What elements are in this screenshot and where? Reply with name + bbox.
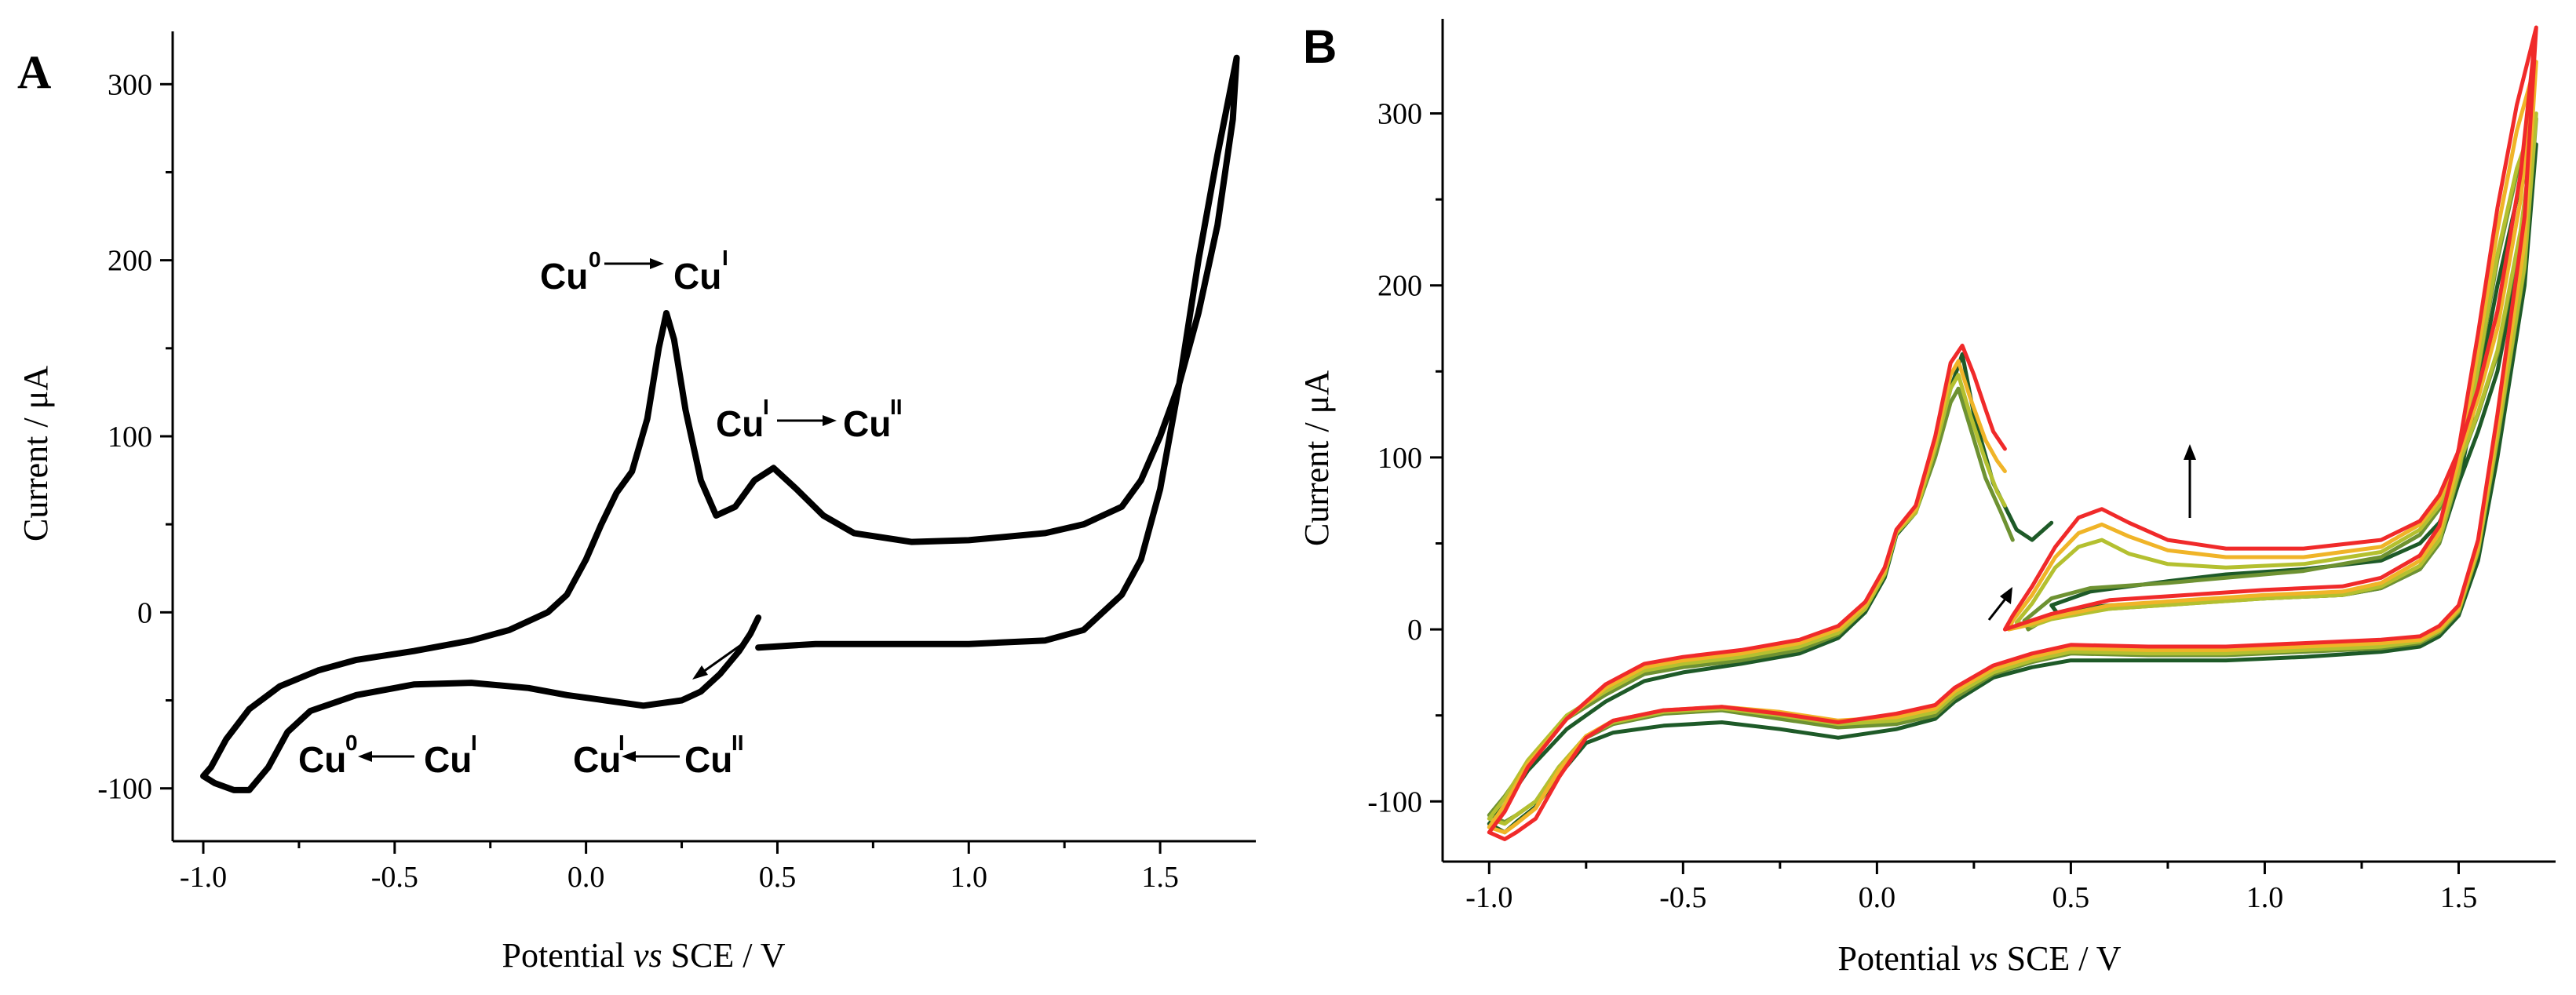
- panel-a-series-CV: [200, 54, 1240, 793]
- panel-a-x-axis-title: Potential vs SCE / V: [502, 936, 786, 975]
- panel-a-y-tick-label: 200: [108, 245, 152, 278]
- panel-a-y-tick-label: -100: [97, 773, 152, 806]
- panel-b-y-axis-title: Current / μA: [1297, 370, 1336, 546]
- annotation-superscript: II: [890, 395, 903, 419]
- panel-b-y-tick-label: 0: [1407, 614, 1422, 647]
- panel-a-x-tick-label: -1.0: [180, 861, 227, 894]
- annotation-cu1-to-cu2: Cu I Cu II: [716, 395, 903, 444]
- panel-a-y-tick-label: 100: [108, 421, 152, 454]
- panel-b-letter: B: [1303, 20, 1337, 73]
- panel-b-y-tick-label: 200: [1377, 270, 1422, 303]
- annotation-cu0-from-cu1: Cu 0 Cu I: [298, 731, 477, 780]
- panel-b-curves: [1487, 25, 2538, 841]
- panel-b-series-scan-3: [1487, 111, 2538, 826]
- arrow-left-icon: [622, 751, 636, 762]
- annotation-superscript: II: [732, 731, 744, 755]
- annotation-label: Cu: [540, 256, 588, 297]
- panel-b-x-tick-label: -0.5: [1659, 881, 1706, 914]
- panel-a-y-axis-title: Current / μA: [16, 366, 55, 541]
- annotation-label: Cu: [673, 256, 721, 297]
- panel-b-y-tick-label: 100: [1377, 442, 1422, 475]
- panel-a-x-tick-label: 1.0: [950, 861, 988, 894]
- panel-b-x-tick-label: 1.0: [2246, 881, 2284, 914]
- annotation-cu0-to-cu1: Cu 0 Cu I: [540, 246, 728, 297]
- panel-b-y-tick-label: -100: [1367, 785, 1422, 818]
- panel-b-series-scan-5: [1487, 25, 2538, 841]
- scan-direction-arrow-line: [702, 643, 742, 673]
- panel-b-x-tick-label: 0.5: [2052, 881, 2090, 914]
- panel-b-series-scan-1: [1487, 142, 2538, 835]
- annotation-label: Cu: [684, 739, 732, 780]
- annotation-superscript: I: [763, 395, 769, 419]
- annotation-label: Cu: [843, 403, 891, 444]
- annotation-superscript: I: [722, 246, 728, 270]
- panel-a-letter: A: [17, 46, 51, 98]
- arrow-right-icon: [650, 258, 664, 269]
- arrow-right-icon: [823, 415, 837, 426]
- panel-a-x-tick-label: 0.5: [759, 861, 797, 894]
- annotation-label: Cu: [298, 739, 346, 780]
- panel-b-x-axis-title: Potential vs SCE / V: [1838, 939, 2122, 978]
- panel-b-y-tick-label: 300: [1377, 98, 1422, 131]
- annotation-superscript: 0: [589, 247, 601, 272]
- panel-b-x-tick-label: 0.0: [1859, 881, 1896, 914]
- annotation-superscript: I: [471, 731, 477, 755]
- panel-b: B -1.0 -0.5 0.0 0.5 1.0 1.5 -100 0 100 200 300 Pot…: [1297, 19, 2556, 978]
- panel-a-x-tick-label: 0.0: [567, 861, 605, 894]
- annotation-superscript: 0: [345, 731, 358, 755]
- panel-b-x-tick-label: -1.0: [1465, 881, 1512, 914]
- annotation-label: Cu: [573, 739, 621, 780]
- annotation-cu1-from-cu2: Cu I Cu II: [573, 731, 744, 780]
- arrow-left-icon: [358, 751, 372, 762]
- annotation-label: Cu: [716, 403, 764, 444]
- arrow-down-left-icon: [692, 665, 708, 680]
- panel-a-curves: [200, 54, 1240, 793]
- arrow-up-icon: [2184, 444, 2196, 460]
- panel-a-x-tick-label: 1.5: [1141, 861, 1179, 894]
- scan-direction-arrow-line: [1987, 597, 2008, 621]
- arrow-up-right-icon: [2000, 587, 2012, 604]
- annotation-label: Cu: [424, 739, 472, 780]
- panel-b-x-tick-label: 1.5: [2440, 881, 2478, 914]
- panel-b-axes: -1.0 -0.5 0.0 0.5 1.0 1.5 -100 0 100 200 300: [1367, 19, 2556, 914]
- panel-a-y-tick-label: 300: [108, 68, 152, 101]
- panel-a: A -1.0 -0.5 0.0 0.5 1.0 1.5 -100 0 100 200 300 Pot…: [16, 31, 1256, 975]
- annotation-superscript: I: [618, 731, 625, 755]
- panel-a-x-tick-label: -0.5: [371, 861, 418, 894]
- panel-a-axes: -1.0 -0.5 0.0 0.5 1.0 1.5 -100 0 100 200 300: [97, 31, 1256, 894]
- panel-a-y-tick-label: 0: [137, 596, 152, 629]
- panel-b-series-scan-4: [1487, 60, 2538, 835]
